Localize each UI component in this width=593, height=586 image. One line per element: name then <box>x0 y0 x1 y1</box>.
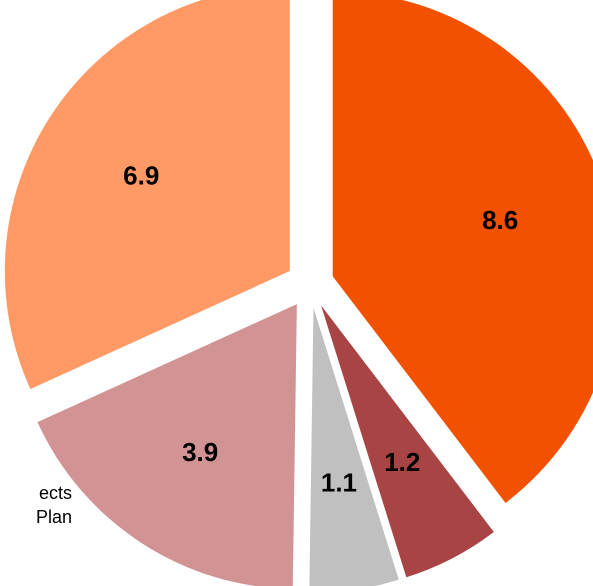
slice-value-label-5: 6.9 <box>123 160 159 190</box>
clipped-side-text-line-2: Plan <box>35 507 72 527</box>
pie-slice-4 <box>37 304 297 586</box>
clipped-side-text-line-1: ects <box>38 483 72 503</box>
slice-value-label-2: 1.2 <box>384 447 420 477</box>
pie-slice-2 <box>321 305 494 578</box>
pie-slice-5 <box>4 0 290 390</box>
slice-value-label-1: 8.6 <box>482 205 518 235</box>
pie-slice-3 <box>309 307 399 586</box>
slice-value-label-3: 1.1 <box>321 468 357 498</box>
pie-slice-1 <box>332 0 593 503</box>
slice-value-label-4: 3.9 <box>182 437 218 467</box>
